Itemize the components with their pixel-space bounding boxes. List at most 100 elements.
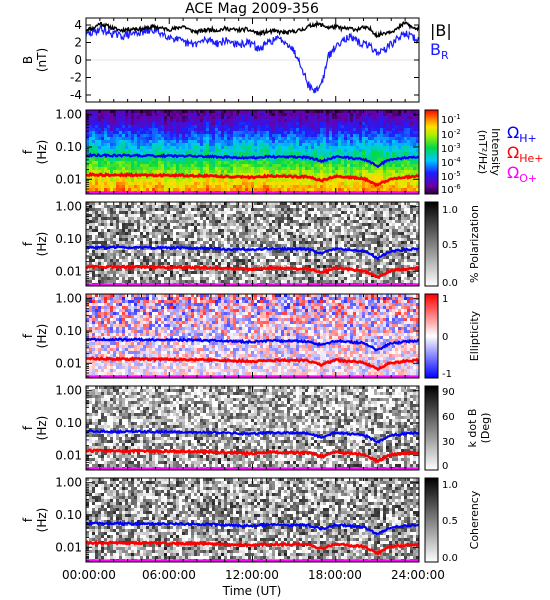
spectrogram-cell xyxy=(128,134,132,138)
spectrogram-cell xyxy=(293,146,297,150)
spectrogram-cell xyxy=(398,164,402,168)
spectrogram-cell xyxy=(230,271,234,275)
spectrogram-cell xyxy=(341,182,345,186)
spectrogram-cell xyxy=(161,137,165,141)
spectrogram-cell xyxy=(107,217,111,221)
spectrogram-cell xyxy=(308,146,312,150)
spectrogram-cell xyxy=(269,238,273,242)
spectrogram-cell xyxy=(296,110,300,114)
spectrogram-cell xyxy=(125,229,129,233)
spectrogram-cell xyxy=(122,268,126,272)
spectrogram-cell xyxy=(218,226,222,230)
spectrogram-cell xyxy=(413,143,417,147)
spectrogram-cell xyxy=(323,188,327,192)
spectrogram-cell xyxy=(239,110,243,114)
spectrogram-cell xyxy=(305,116,309,120)
spectrogram-cell xyxy=(89,223,93,227)
spectrogram-cell xyxy=(254,220,258,224)
spectrogram-cell xyxy=(140,262,144,266)
spectrogram-cell xyxy=(350,164,354,168)
spectrogram-cell xyxy=(161,116,165,120)
spectrogram-cell xyxy=(125,217,129,221)
spectrogram-cell xyxy=(188,220,192,224)
spectrogram-cell xyxy=(104,167,108,171)
spectrogram-cell xyxy=(239,274,243,278)
spectrogram-cell xyxy=(137,113,141,117)
spectrogram-cell xyxy=(347,128,351,132)
spectrogram-cell xyxy=(197,238,201,242)
spectrogram-cell xyxy=(320,158,324,162)
spectrogram-cell xyxy=(149,113,153,117)
spectrogram-cell xyxy=(305,149,309,153)
spectrogram-cell xyxy=(284,116,288,120)
spectrogram-cell xyxy=(146,259,150,263)
spectrogram-cell xyxy=(344,140,348,144)
spectrogram-cell xyxy=(230,220,234,224)
spectrogram-cell xyxy=(212,223,216,227)
spectrogram-cell xyxy=(206,170,210,174)
spectrogram-cell xyxy=(107,143,111,147)
spectrogram-cell xyxy=(239,208,243,212)
spectrogram-cell xyxy=(152,131,156,135)
spectrogram-cell xyxy=(152,271,156,275)
spectrogram-cell xyxy=(236,152,240,156)
spectrogram-cell xyxy=(326,185,330,189)
spectrogram-cell xyxy=(176,119,180,123)
spectrogram-cell xyxy=(176,113,180,117)
spectrogram-cell xyxy=(296,137,300,141)
spectrogram-cell xyxy=(347,113,351,117)
spectrogram-cell xyxy=(272,125,276,129)
spectrogram-cell xyxy=(149,274,153,278)
spectrogram-cell xyxy=(323,131,327,135)
spectrogram-cell xyxy=(233,173,237,177)
spectrogram-cell xyxy=(89,235,93,239)
spectrogram-cell xyxy=(182,149,186,153)
spectrogram-cell xyxy=(170,223,174,227)
spectrogram-cell xyxy=(182,137,186,141)
spectrogram-cell xyxy=(353,149,357,153)
spectrogram-cell xyxy=(158,220,162,224)
spectrogram-cell xyxy=(167,208,171,212)
spectrogram-cell xyxy=(329,140,333,144)
spectrogram-cell xyxy=(230,116,234,120)
spectrogram-cell xyxy=(134,274,138,278)
spectrogram-cell xyxy=(185,143,189,147)
spectrogram-cell xyxy=(320,173,324,177)
spectrogram-cell xyxy=(179,268,183,272)
spectrogram-cell xyxy=(167,152,171,156)
spectrogram-cell xyxy=(257,271,261,275)
spectrogram-cell xyxy=(167,158,171,162)
spectrogram-cell xyxy=(143,176,147,180)
spectrogram-cell xyxy=(374,152,378,156)
spectrogram-cell xyxy=(233,143,237,147)
spectrogram-cell xyxy=(113,232,117,236)
spectrogram-cell xyxy=(137,256,141,260)
spectrogram-cell xyxy=(332,185,336,189)
spectrogram-cell xyxy=(323,113,327,117)
spectrogram-cell xyxy=(182,134,186,138)
spectrogram-cell xyxy=(269,161,273,165)
spectrogram-cell xyxy=(86,238,90,242)
spectrogram-cell xyxy=(152,232,156,236)
spectrogram-cell xyxy=(353,161,357,165)
spectrogram-cell xyxy=(170,134,174,138)
spectrogram-cell xyxy=(380,149,384,153)
spectrogram-cell xyxy=(230,202,234,206)
spectrogram-cell xyxy=(242,208,246,212)
spectrogram-cell xyxy=(236,173,240,177)
spectrogram-cell xyxy=(197,179,201,183)
spectrogram-cell xyxy=(335,188,339,192)
spectrogram-cell xyxy=(296,182,300,186)
spectrogram-cell xyxy=(182,235,186,239)
spectrogram-cell xyxy=(386,149,390,153)
spectrogram-cell xyxy=(377,179,381,183)
spectrogram-cell xyxy=(374,140,378,144)
spectrogram-cell xyxy=(209,280,213,284)
spectrogram-cell xyxy=(221,214,225,218)
spectrogram-cell xyxy=(200,235,204,239)
spectrogram-cell xyxy=(320,140,324,144)
spectrogram-cell xyxy=(272,146,276,150)
spectrogram-cell xyxy=(260,232,264,236)
spectrogram-cell xyxy=(254,211,258,215)
spectrogram-cell xyxy=(224,161,228,165)
